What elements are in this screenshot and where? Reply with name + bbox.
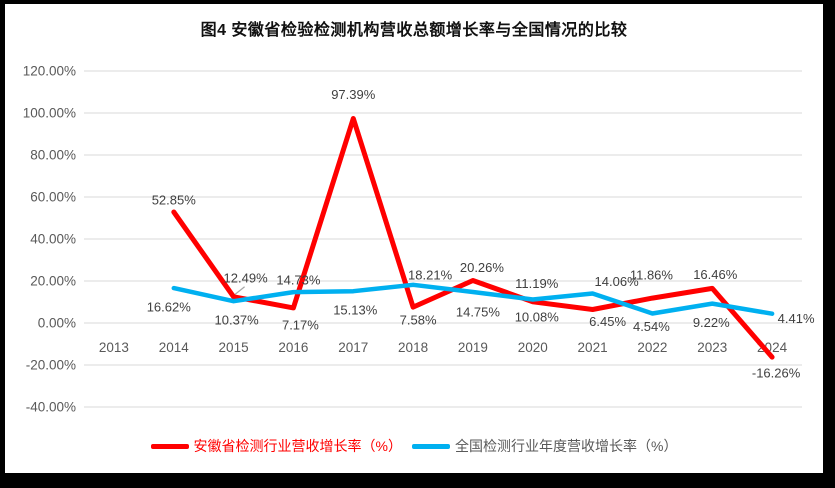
legend-swatch-national-line bbox=[412, 443, 450, 449]
y-axis-tick-label: 100.00% bbox=[23, 106, 76, 121]
data-label: 7.58% bbox=[400, 313, 437, 328]
x-axis-tick-label: 2022 bbox=[637, 340, 667, 355]
label-leader-line bbox=[234, 286, 245, 296]
y-axis-tick-label: 40.00% bbox=[30, 232, 76, 247]
y-axis-tick-label: -20.00% bbox=[26, 358, 76, 373]
y-axis-tick-label: 60.00% bbox=[30, 190, 76, 205]
data-label: 20.26% bbox=[460, 260, 505, 275]
legend: 安徽省检测行业营收增长率（%） 全国检测行业年度营收增长率（%） bbox=[5, 436, 823, 456]
data-label: -16.26% bbox=[752, 366, 801, 381]
y-axis-tick-label: 20.00% bbox=[30, 274, 76, 289]
data-label: 9.22% bbox=[693, 315, 730, 330]
legend-label-anhui: 安徽省检测行业营收增长率（%） bbox=[193, 438, 402, 454]
data-label: 10.37% bbox=[215, 313, 260, 328]
data-label: 11.86% bbox=[630, 268, 674, 283]
data-label: 10.08% bbox=[515, 309, 560, 324]
data-label: 4.41% bbox=[778, 311, 815, 326]
x-axis-tick-label: 2015 bbox=[219, 340, 249, 355]
y-axis-tick-label: -40.00% bbox=[26, 400, 76, 415]
legend-item-national: 全国检测行业年度营收增长率（%） bbox=[412, 436, 677, 456]
x-axis-tick-label: 2023 bbox=[697, 340, 727, 355]
data-label: 14.73% bbox=[276, 273, 321, 288]
data-label: 7.17% bbox=[282, 317, 319, 332]
series-line-anhui bbox=[171, 116, 775, 360]
data-label: 97.39% bbox=[331, 87, 376, 102]
legend-item-anhui: 安徽省检测行业营收增长率（%） bbox=[150, 436, 402, 456]
x-axis-tick-label: 2021 bbox=[578, 340, 608, 355]
chart-title: 图4 安徽省检验检测机构营收总额增长率与全国情况的比较 bbox=[200, 22, 628, 39]
x-axis-tick-label: 2014 bbox=[159, 340, 190, 355]
data-label: 14.06% bbox=[595, 274, 640, 289]
legend-swatch-anhui-line bbox=[150, 443, 189, 449]
x-axis-tick-label: 2017 bbox=[338, 340, 368, 355]
x-axis-tick-label: 2013 bbox=[99, 340, 129, 355]
x-axis-tick-label: 2018 bbox=[398, 340, 428, 355]
data-label: 52.85% bbox=[152, 193, 197, 208]
data-label: 14.75% bbox=[456, 305, 501, 320]
y-axis-tick-label: 0.00% bbox=[38, 316, 76, 331]
legend-label-national: 全国检测行业年度营收增长率（%） bbox=[455, 438, 678, 454]
data-label: 16.62% bbox=[147, 300, 192, 315]
data-label: 6.45% bbox=[589, 314, 626, 329]
y-axis-tick-label: 120.00% bbox=[23, 64, 76, 79]
x-axis-tick-label: 2020 bbox=[518, 340, 548, 355]
data-label: 15.13% bbox=[333, 303, 378, 318]
data-label: 16.46% bbox=[693, 267, 738, 282]
data-label: 4.54% bbox=[633, 319, 670, 334]
data-label: 18.21% bbox=[408, 267, 453, 282]
x-axis-tick-label: 2016 bbox=[278, 340, 308, 355]
x-axis-tick-label: 2019 bbox=[458, 340, 488, 355]
data-label: 11.19% bbox=[515, 276, 559, 291]
chart-area: 120.00% 100.00% 80.00% 60.00% 40.00% 20.00% 0.… bbox=[23, 64, 815, 415]
y-axis-tick-label: 80.00% bbox=[30, 148, 76, 163]
data-label: 12.49% bbox=[224, 270, 269, 285]
series-line-national bbox=[171, 282, 775, 316]
